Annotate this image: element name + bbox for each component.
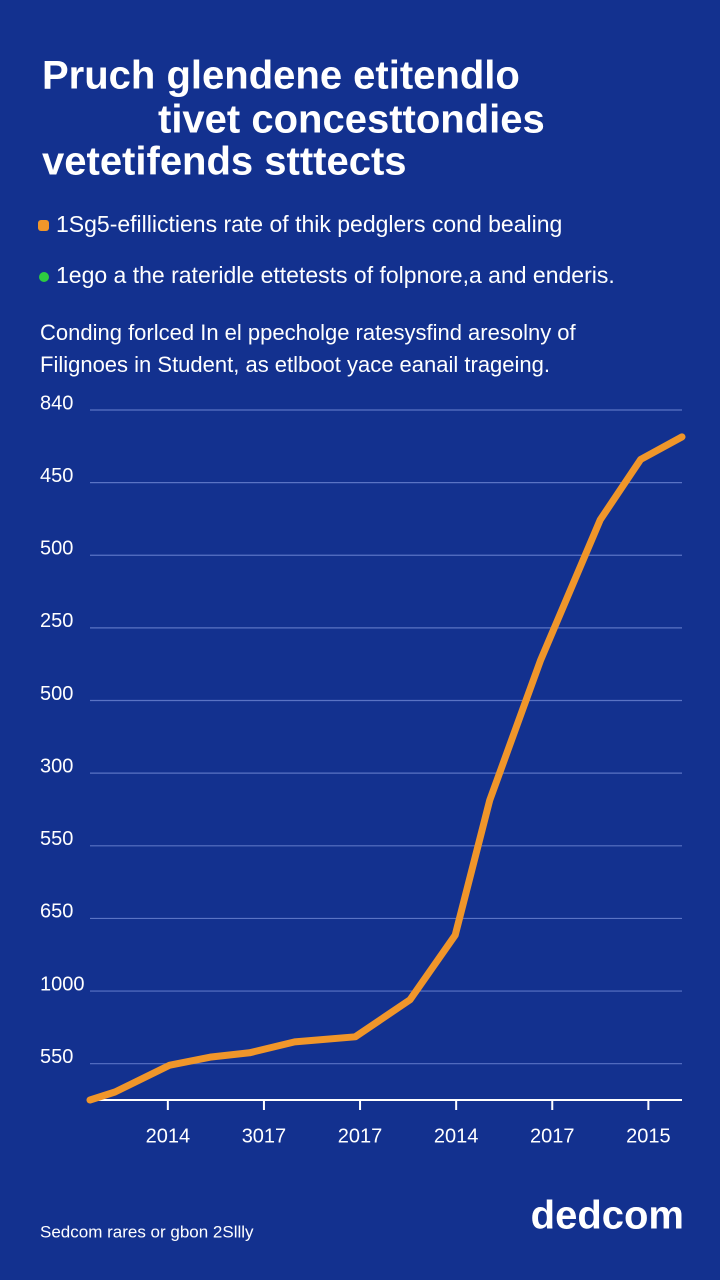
legend-marker bbox=[39, 272, 49, 282]
legend-label: 1Sg5-efillictiens rate of thik pedglers … bbox=[56, 211, 562, 237]
x-tick-label: 2017 bbox=[338, 1125, 383, 1147]
x-tick-label: 2014 bbox=[146, 1125, 191, 1147]
y-tick-label: 1000 bbox=[40, 973, 85, 995]
y-tick-label: 550 bbox=[40, 1046, 73, 1068]
y-tick-label: 550 bbox=[40, 828, 73, 850]
y-tick-label: 500 bbox=[40, 683, 73, 705]
y-tick-label: 300 bbox=[40, 755, 73, 777]
legend-label: 1egо a the rateridle ettetests of folpno… bbox=[56, 262, 615, 288]
legend-marker bbox=[38, 220, 49, 231]
subtitle: Conding forlced In el ppecholge ratesysf… bbox=[40, 320, 577, 345]
chart-title: tivet concesttondies bbox=[158, 98, 545, 142]
x-tick-label: 2017 bbox=[530, 1125, 575, 1147]
logo: dedcom bbox=[531, 1194, 684, 1238]
y-tick-label: 840 bbox=[40, 392, 73, 414]
footer: Sedcom rares or gbon 2Sllly bbox=[40, 1222, 254, 1241]
chart-title: Pruch glendene etitendlo bbox=[42, 54, 520, 98]
line bbox=[86, 433, 686, 1104]
x-tick-label: 2014 bbox=[434, 1125, 479, 1147]
y-tick-label: 650 bbox=[40, 901, 73, 923]
y-tick-label: 500 bbox=[40, 538, 73, 560]
x-tick-label: 2015 bbox=[626, 1125, 671, 1147]
chart-title: vetetifends stttects bbox=[42, 140, 407, 184]
y-tick-label: 250 bbox=[40, 610, 73, 632]
y-tick-label: 450 bbox=[40, 465, 73, 487]
subtitle: Filignoes in Student, as etlboot yace ea… bbox=[40, 352, 550, 377]
x-tick-label: 3017 bbox=[242, 1125, 287, 1147]
